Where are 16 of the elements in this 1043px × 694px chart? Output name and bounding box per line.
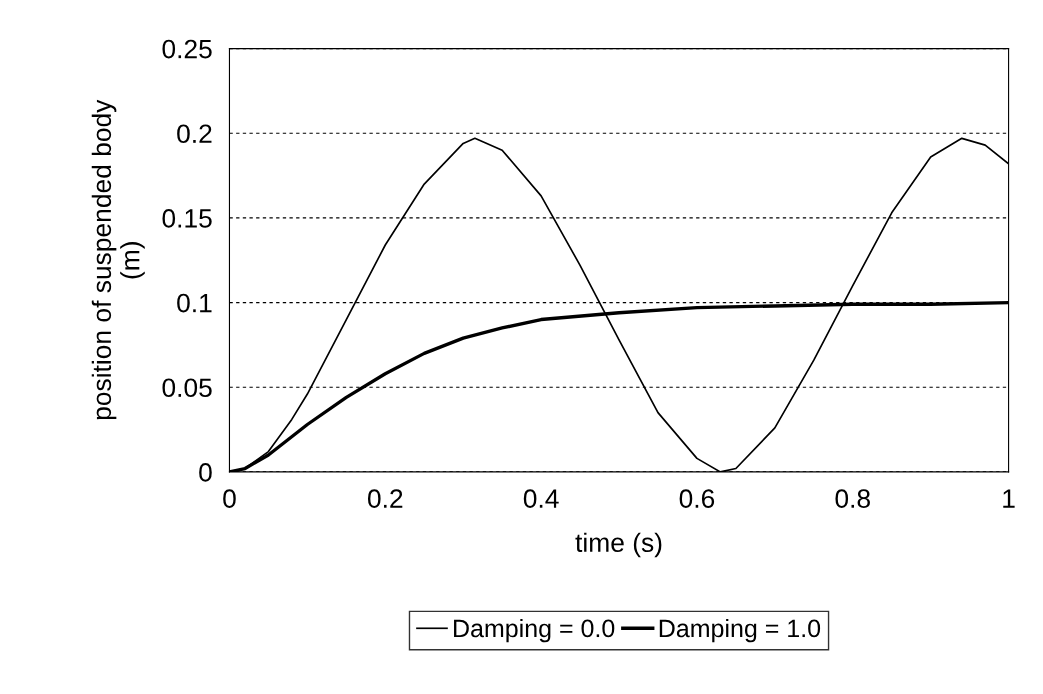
x-tick-label: 0.8 [835,489,870,508]
legend-label: Damping = 1.0 [659,618,821,643]
y-tick-label: 0.2 [177,124,212,144]
y-tick-label: 0.15 [162,209,212,228]
x-tick-label: 0.6 [679,489,715,508]
y-tick-label: 0 [199,463,212,482]
y-tick-label: 0.1 [177,293,212,313]
y-tick-label: 0.25 [162,39,212,59]
legend-label: Damping = 0.0 [454,618,615,643]
y-axis-title: position of suspended body (m) [91,99,145,420]
x-tick-label: 0.4 [523,489,559,508]
x-tick-label: 0 [223,489,236,508]
x-tick-label: 1 [1003,489,1015,508]
y-tick-label: 0.05 [162,378,212,398]
x-axis-title: time (s) [575,532,662,558]
x-tick-label: 0.2 [367,489,403,508]
